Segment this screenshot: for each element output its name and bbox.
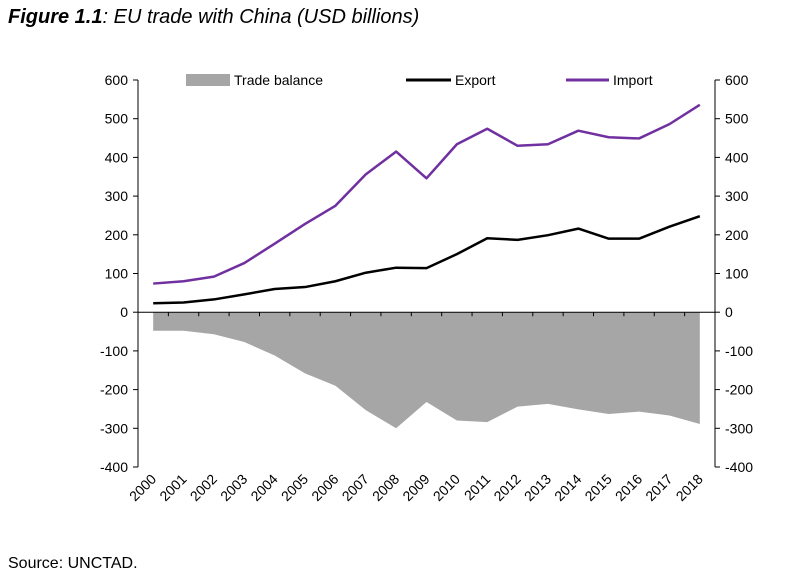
x-tick-label: 2009 [399, 471, 432, 504]
y-tick-label-left: 200 [105, 227, 129, 243]
x-tick-label: 2014 [551, 471, 584, 504]
axes-layer: 600 500 400 300 200 100 0 -100 -200 -300 -400 600 50… [100, 72, 753, 504]
x-tick-label: 2006 [308, 471, 341, 504]
x-tick-label: 2010 [430, 471, 463, 504]
series-line-import [153, 103, 701, 285]
x-tick-label: 2007 [339, 471, 372, 504]
y-tick-label-left: -200 [100, 382, 128, 398]
x-tick-label: 2013 [521, 471, 554, 504]
y-tick-label-right: -400 [725, 459, 753, 475]
y-tick-label-right: -100 [725, 343, 753, 359]
y-tick-label-right: 100 [725, 266, 749, 282]
figure-label: Figure 1.1 [8, 6, 103, 28]
y-tick-label-right: 600 [725, 72, 749, 88]
legend: Trade balance Export Import [186, 72, 653, 88]
x-tick-label: 2017 [642, 471, 675, 504]
x-tick-label: 2005 [278, 471, 311, 504]
y-tick-label-left: 600 [105, 72, 129, 88]
legend-label-export: Export [455, 72, 496, 88]
trade-balance-area-layer [153, 312, 700, 429]
trade-balance-area [153, 312, 700, 429]
y-tick-label-right: -300 [725, 420, 753, 436]
y-tick-label-left: 100 [105, 266, 129, 282]
x-tick-label: 2016 [612, 471, 645, 504]
y-tick-label-left: -300 [100, 420, 128, 436]
legend-swatch-trade-balance [186, 74, 230, 86]
y-tick-label-right: 200 [725, 227, 749, 243]
x-tick-label: 2012 [490, 471, 523, 504]
y-tick-label-left: 300 [105, 188, 129, 204]
x-tick-label: 2002 [187, 471, 220, 504]
x-tick-label: 2003 [217, 471, 250, 504]
y-tick-label-right: -200 [725, 382, 753, 398]
x-tick-label: 2011 [461, 471, 494, 504]
x-tick-label: 2004 [247, 471, 280, 504]
y-tick-label-right: 0 [725, 304, 733, 320]
y-tick-label-left: 0 [120, 304, 128, 320]
x-tick-label: 2008 [369, 471, 402, 504]
x-tick-label: 2015 [581, 471, 614, 504]
legend-label-trade-balance: Trade balance [234, 72, 323, 88]
legend-label-import: Import [613, 72, 653, 88]
y-tick-label-right: 500 [725, 111, 749, 127]
y-tick-label-left: -400 [100, 459, 128, 475]
figure-caption: : EU trade with China (USD billions) [102, 6, 420, 28]
x-tick-label: 2000 [126, 471, 159, 504]
y-tick-label-left: 500 [105, 111, 129, 127]
x-tick-label: 2001 [156, 471, 189, 504]
x-tick-label: 2018 [673, 471, 706, 504]
series-line-export [153, 215, 701, 305]
y-tick-label-right: 400 [725, 149, 749, 165]
figure-title: Figure 1.1: EU trade with China (USD bil… [8, 6, 419, 29]
source-note: Source: UNCTAD. [8, 555, 138, 572]
y-tick-label-left: -100 [100, 343, 128, 359]
y-tick-label-left: 400 [105, 149, 129, 165]
series-lines-layer [153, 103, 701, 305]
y-tick-label-right: 300 [725, 188, 749, 204]
